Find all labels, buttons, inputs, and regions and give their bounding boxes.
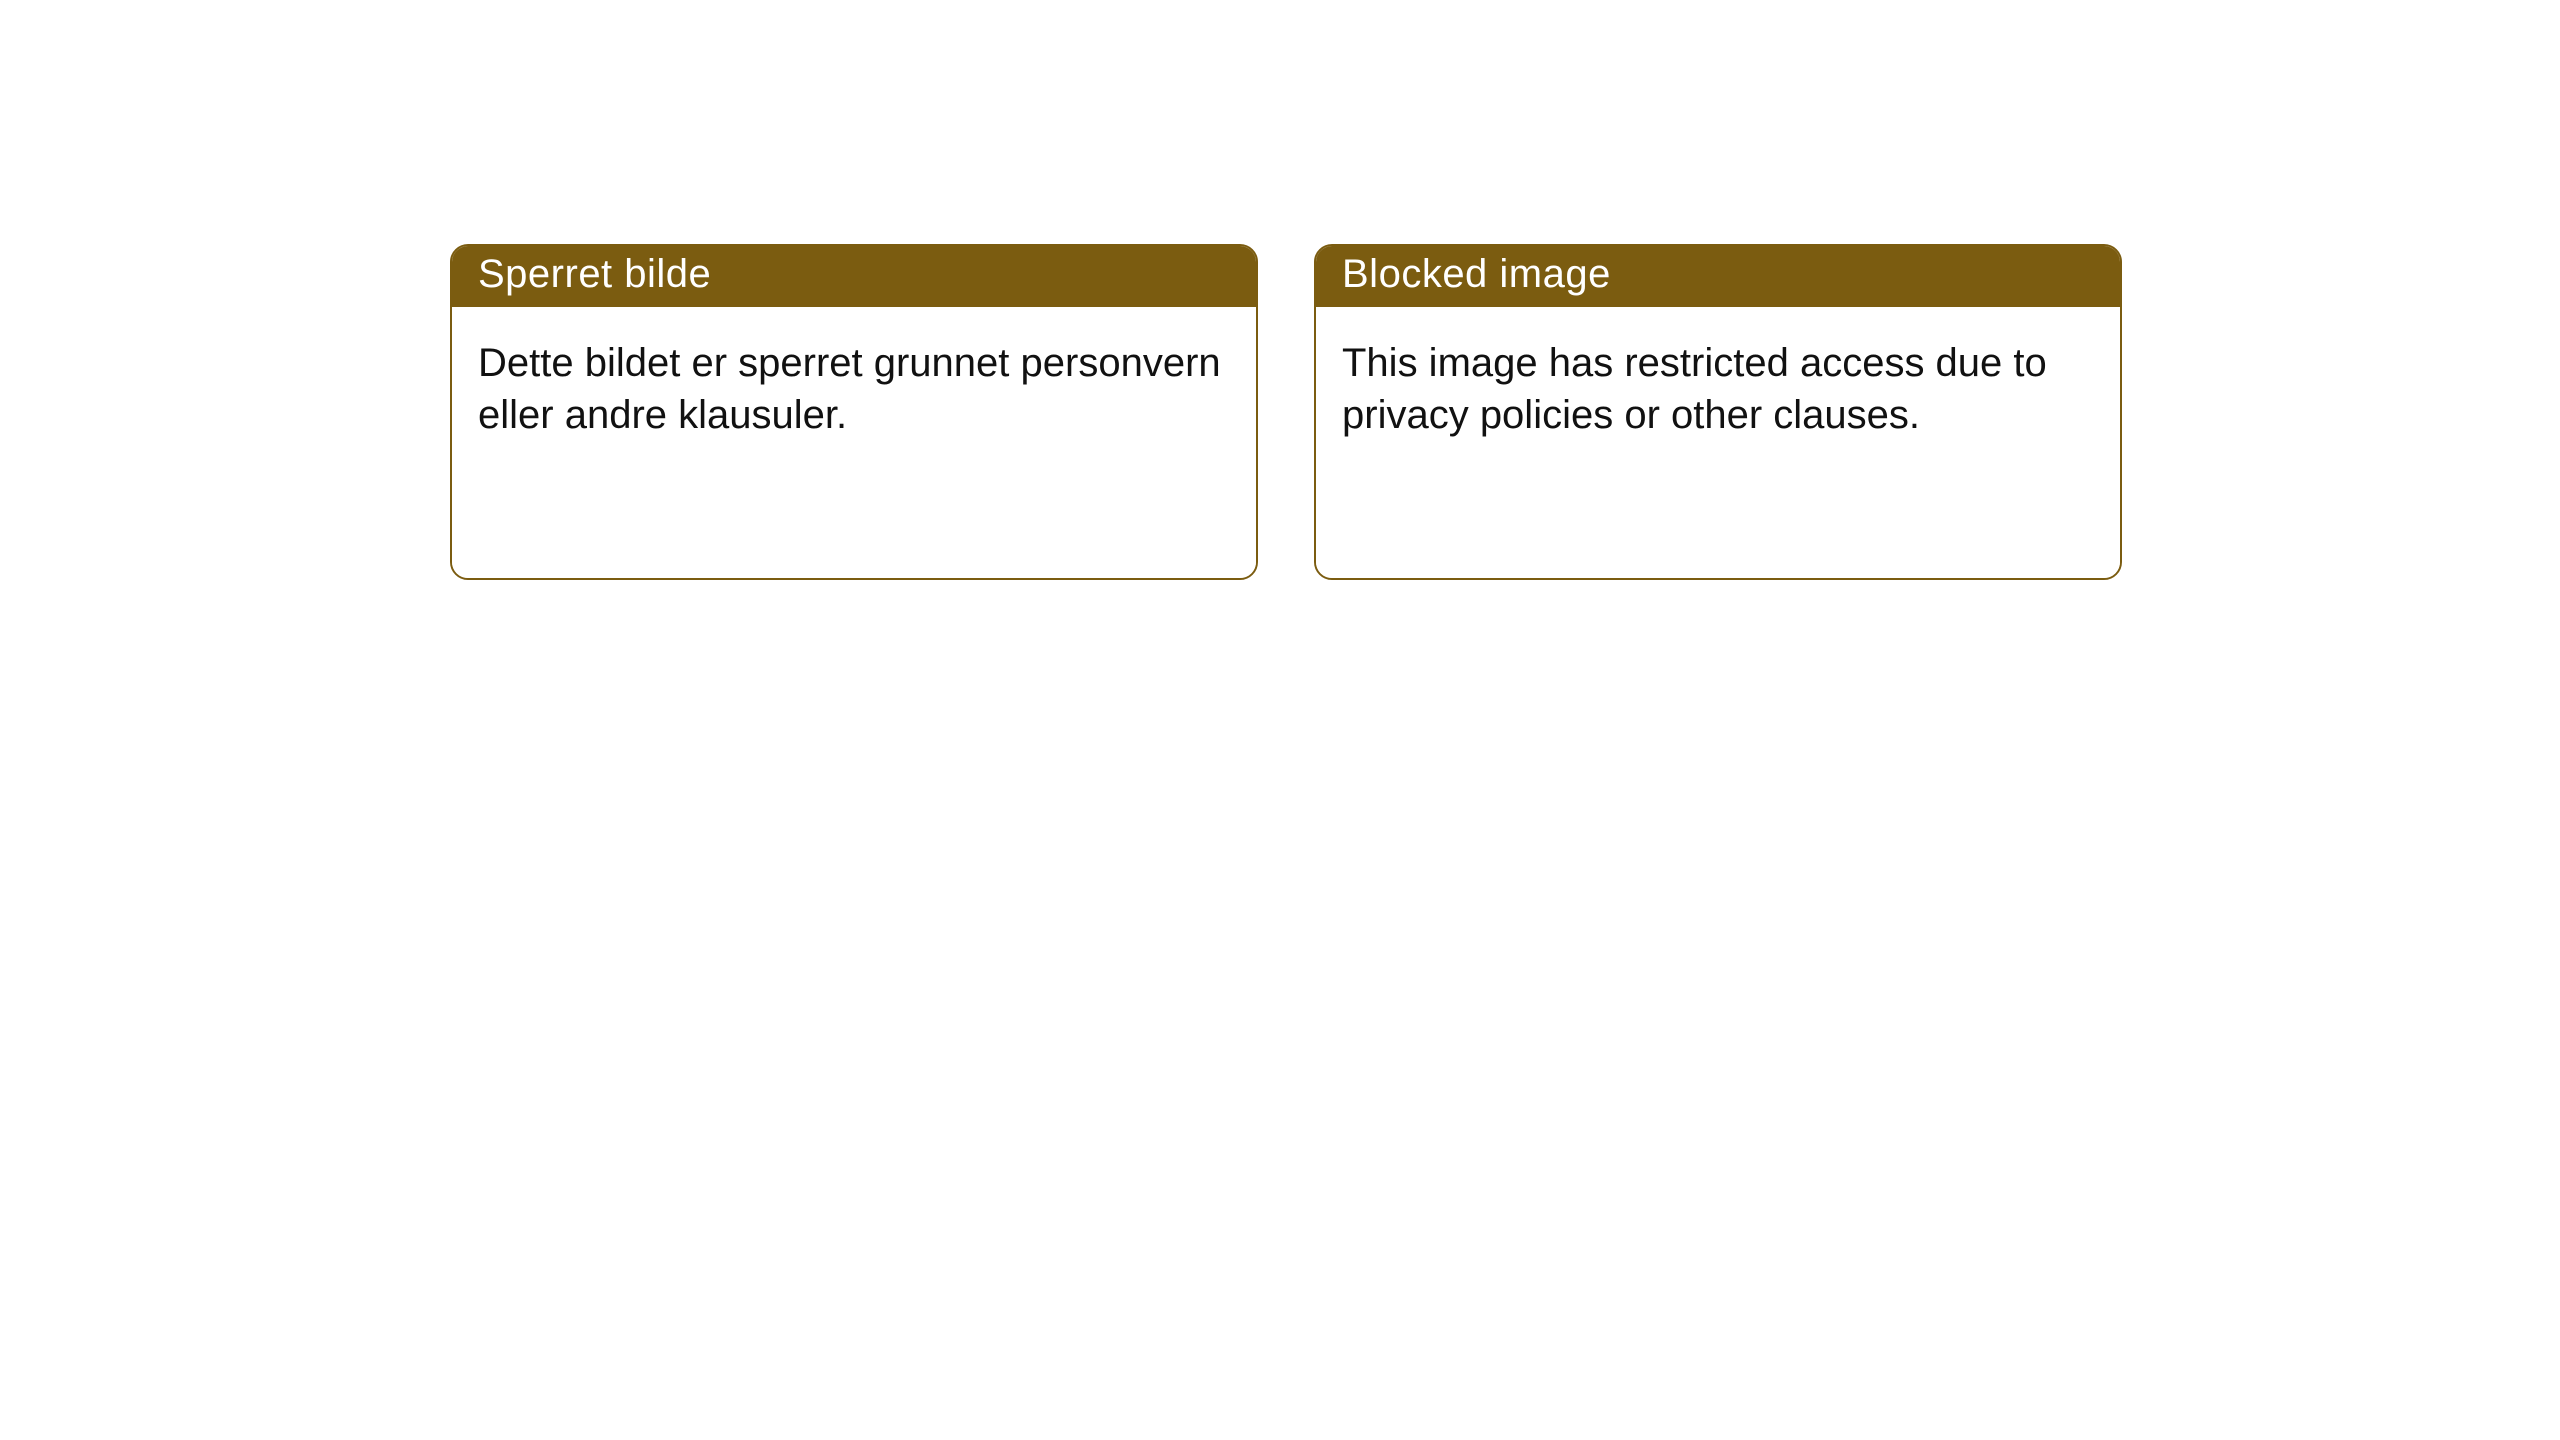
notice-card-no: Sperret bilde Dette bildet er sperret gr… — [450, 244, 1258, 580]
notice-container: Sperret bilde Dette bildet er sperret gr… — [0, 0, 2560, 580]
notice-card-en: Blocked image This image has restricted … — [1314, 244, 2122, 580]
notice-card-title-no: Sperret bilde — [452, 246, 1256, 307]
notice-card-body-en: This image has restricted access due to … — [1316, 307, 2120, 578]
notice-card-body-no: Dette bildet er sperret grunnet personve… — [452, 307, 1256, 578]
notice-card-title-en: Blocked image — [1316, 246, 2120, 307]
